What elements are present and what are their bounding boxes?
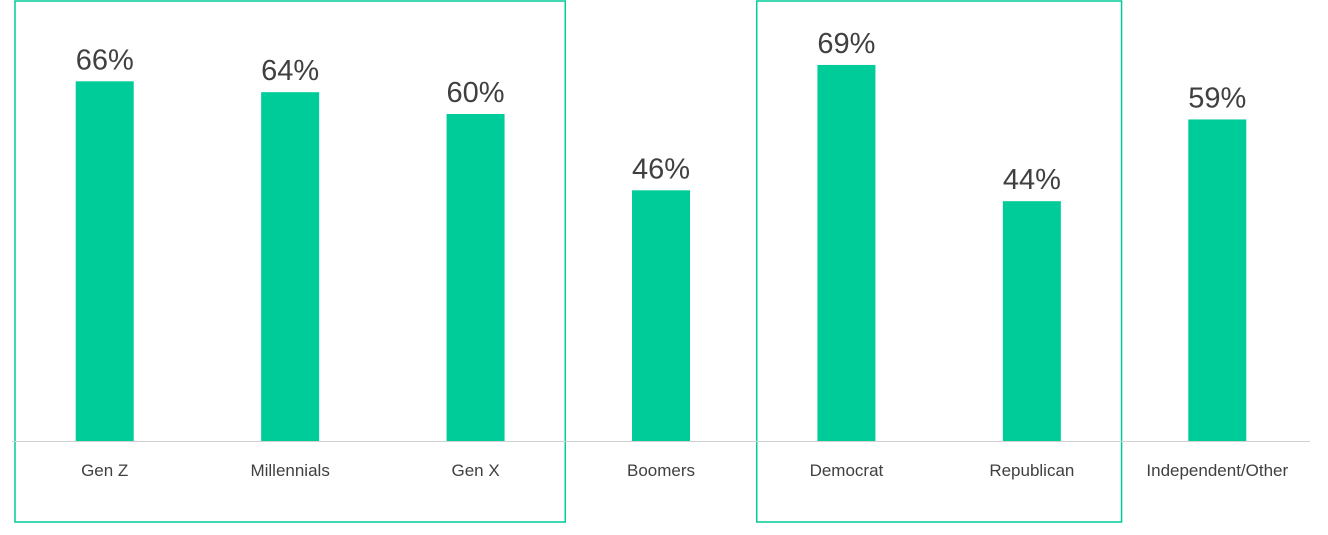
x-tick-label: Independent/Other	[1146, 461, 1288, 480]
highlight-box-2	[755, 0, 1123, 523]
data-label: 66%	[76, 44, 134, 76]
bar-democrat	[817, 64, 876, 441]
highlight-box-1	[14, 0, 567, 523]
x-tick-label: Millennials	[250, 461, 329, 480]
bar-gen-x	[446, 114, 505, 441]
x-tick-label: Republican	[989, 461, 1074, 480]
data-label: 69%	[817, 28, 875, 60]
bar-republican	[1002, 201, 1061, 441]
x-tick-label: Boomers	[627, 461, 695, 480]
data-label: 64%	[261, 55, 319, 87]
bar-boomers	[632, 190, 690, 441]
data-label: 59%	[1188, 82, 1246, 114]
bar-independent-other	[1188, 119, 1247, 441]
bar-millennials	[261, 92, 320, 441]
data-label: 46%	[632, 153, 690, 185]
x-tick-label: Gen Z	[81, 461, 128, 480]
x-tick-label: Democrat	[810, 461, 884, 480]
data-label: 44%	[1003, 164, 1061, 196]
x-tick-label: Gen X	[451, 461, 499, 480]
bar-gen-z	[75, 81, 134, 442]
data-label: 60%	[447, 77, 505, 109]
